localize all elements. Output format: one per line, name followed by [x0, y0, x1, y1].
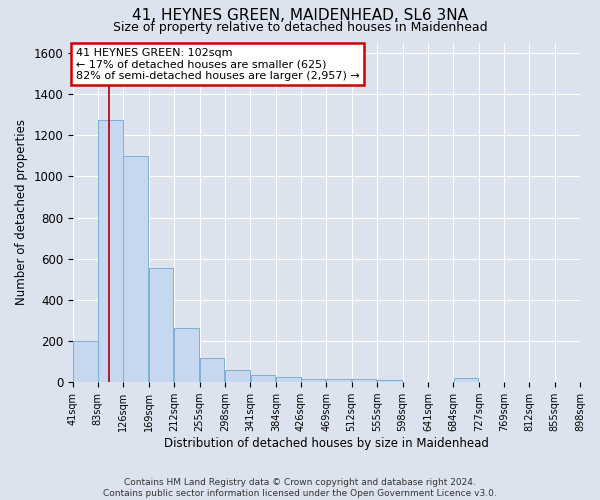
Text: Size of property relative to detached houses in Maidenhead: Size of property relative to detached ho… [113, 22, 487, 35]
Bar [276, 377, 301, 382]
Bar [124, 156, 148, 382]
Bar [175, 328, 199, 382]
Bar [326, 379, 351, 382]
Bar [200, 358, 224, 382]
Bar [149, 268, 173, 382]
Bar [98, 120, 122, 382]
Bar [225, 370, 250, 382]
Y-axis label: Number of detached properties: Number of detached properties [15, 120, 28, 306]
Bar [352, 379, 376, 382]
Bar [73, 341, 98, 382]
Bar [301, 378, 325, 382]
Text: 41 HEYNES GREEN: 102sqm
← 17% of detached houses are smaller (625)
82% of semi-d: 41 HEYNES GREEN: 102sqm ← 17% of detache… [76, 48, 359, 81]
X-axis label: Distribution of detached houses by size in Maidenhead: Distribution of detached houses by size … [164, 437, 489, 450]
Bar [377, 380, 402, 382]
Text: 41, HEYNES GREEN, MAIDENHEAD, SL6 3NA: 41, HEYNES GREEN, MAIDENHEAD, SL6 3NA [132, 8, 468, 22]
Bar [454, 378, 478, 382]
Bar [251, 375, 275, 382]
Text: Contains HM Land Registry data © Crown copyright and database right 2024.
Contai: Contains HM Land Registry data © Crown c… [103, 478, 497, 498]
